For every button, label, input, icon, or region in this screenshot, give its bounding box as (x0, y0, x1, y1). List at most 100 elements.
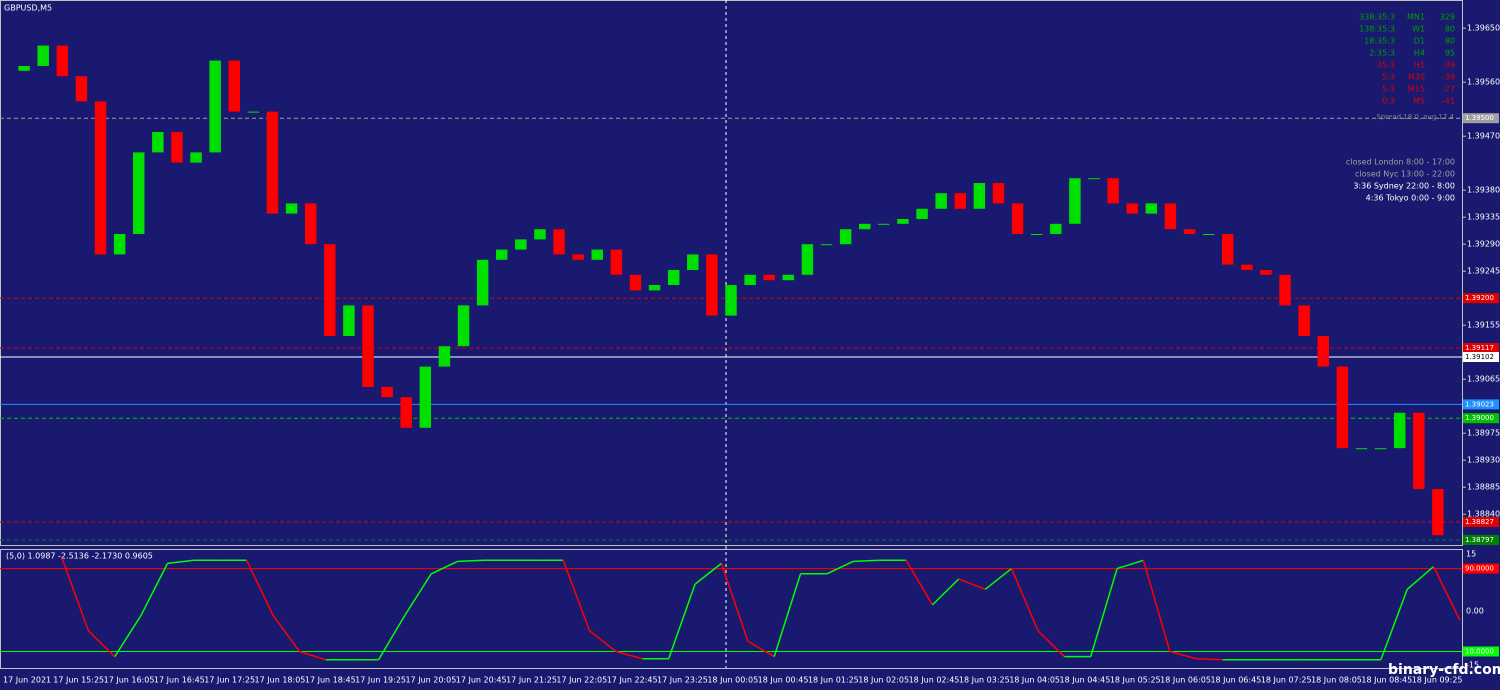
x-tick-label: 18 Jun 04:45 (1060, 676, 1111, 685)
candle-body (94, 101, 107, 255)
indicator-segment (1380, 589, 1408, 661)
candle-body (648, 285, 661, 291)
x-tick-label: 18 Jun 03:25 (959, 676, 1010, 685)
level-label: 1.38797 (1465, 536, 1494, 544)
x-tick-label: 18 Jun 08:45 (1361, 676, 1412, 685)
y-tick-label: 1.39560 (1467, 78, 1500, 87)
indicator-segment (245, 559, 274, 616)
level-label: 1.39102 (1465, 353, 1494, 361)
candle-body (1432, 489, 1444, 536)
candle-body (725, 285, 737, 316)
tf-score: -27 (1442, 85, 1455, 94)
candle-body (1145, 203, 1158, 214)
tf-score: -41 (1442, 97, 1455, 106)
candle-body (1393, 412, 1406, 449)
candle-body (992, 183, 1005, 204)
indicator-segment (457, 559, 485, 563)
y-tick-label: 1.39470 (1467, 132, 1500, 141)
level-tag (1463, 293, 1499, 304)
candle-body (897, 219, 909, 224)
tf-name: M15 (1408, 85, 1425, 94)
candle-body (419, 366, 432, 428)
candle-body (75, 76, 88, 102)
level-label: 1.38827 (1465, 518, 1494, 526)
indicator-segment (167, 559, 194, 565)
tf-age: 2:35:3 (1369, 49, 1395, 58)
tf-age: 338:35:3 (1359, 13, 1395, 22)
candle-body (1222, 234, 1234, 265)
x-tick-label: 17 Jun 20:05 (405, 676, 456, 685)
tf-age: 5:3 (1382, 85, 1395, 94)
indicator-segment (430, 560, 458, 575)
session: closed Nyc 13:00 - 22:00 (1355, 170, 1455, 179)
level-label: 1.39117 (1465, 344, 1494, 352)
candle-body (610, 249, 623, 275)
x-tick-label: 18 Jun 07:25 (1261, 676, 1312, 685)
level-tag (1463, 113, 1499, 124)
x-tick-label: 18 Jun 05:25 (1110, 676, 1161, 685)
candle-body (324, 244, 336, 336)
level-label: 10.0000 (1465, 647, 1494, 655)
tf-name: M30 (1408, 73, 1425, 82)
x-tick-label: 18 Jun 00:45 (758, 676, 809, 685)
symbol-title: GBPUSD,M5 (4, 4, 52, 13)
level-tag (1463, 399, 1499, 410)
indicator-segment (931, 578, 960, 606)
candle-body (1260, 270, 1272, 275)
candle-body (476, 259, 489, 306)
candle-body (37, 45, 49, 66)
candle-body (457, 305, 470, 347)
candle-body (18, 66, 30, 71)
indicator-segment (1196, 657, 1223, 661)
x-tick-label: 18 Jun 01:25 (808, 676, 859, 685)
x-tick-label: 18 Jun 04:05 (1009, 676, 1060, 685)
indicator-title: (5,0) 1.0987 -2.5136 -2.1730 0.9605 (6, 552, 153, 561)
tf-name: MN1 (1407, 13, 1425, 22)
candle-body (667, 270, 680, 285)
indicator-segment (694, 562, 722, 585)
indicator-segment (747, 640, 775, 658)
tf-score: 80 (1445, 25, 1455, 34)
x-tick-label: 17 Jun 22:05 (556, 676, 607, 685)
candle-body (916, 208, 928, 219)
indicator-segment (140, 563, 169, 616)
candle-body (1298, 305, 1310, 336)
candle-body (744, 274, 756, 285)
candle-body (1183, 229, 1196, 234)
candle-body (706, 254, 718, 316)
indicator-segment (984, 567, 1013, 590)
y-tick-label: 1.39650 (1467, 24, 1500, 33)
candle-body (1374, 448, 1387, 450)
y-tick-label: 1.39335 (1467, 213, 1500, 222)
indicator-segment (272, 614, 301, 652)
candle-body (515, 239, 527, 250)
indicator-segment (905, 559, 934, 606)
indicator-segment (1406, 565, 1435, 590)
x-tick-label: 17 Jun 16:45 (154, 676, 205, 685)
session: 3:36 Sydney 22:00 - 8:00 (1353, 182, 1455, 191)
y-tick-label: 1.38975 (1467, 429, 1500, 438)
scale-label: 0.00 (1466, 607, 1484, 616)
level-tag (1463, 517, 1499, 527)
tf-age: 5:3 (1382, 73, 1395, 82)
indicator-segment (853, 559, 880, 563)
x-tick-label: 18 Jun 02:05 (858, 676, 909, 685)
spread: Spread 18.0, avg 17.4 (1376, 113, 1454, 121)
candle-body (343, 305, 355, 336)
indicator-segment (1116, 559, 1144, 570)
tf-score: -39 (1442, 61, 1455, 70)
tf-name: W1 (1412, 25, 1425, 34)
indicator-frame (0, 549, 1463, 669)
x-tick-label: 17 Jun 23:25 (657, 676, 708, 685)
candle-body (113, 234, 126, 255)
x-tick-label: 17 Jun 21:25 (506, 676, 557, 685)
y-tick-label: 1.38930 (1467, 456, 1500, 465)
x-tick-label: 18 Jun 06:05 (1160, 676, 1211, 685)
tf-score: 80 (1445, 37, 1455, 46)
x-tick-label: 17 Jun 18:05 (255, 676, 306, 685)
indicator-segment (589, 630, 617, 653)
indicator-segment (377, 614, 406, 661)
candle-body (400, 397, 412, 428)
candle-body (1107, 178, 1119, 204)
